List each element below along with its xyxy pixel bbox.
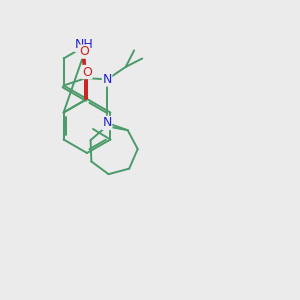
Text: O: O	[80, 45, 90, 58]
Text: NH: NH	[75, 38, 93, 52]
Text: O: O	[82, 65, 92, 79]
Text: N: N	[102, 73, 112, 86]
Text: N: N	[102, 116, 112, 130]
